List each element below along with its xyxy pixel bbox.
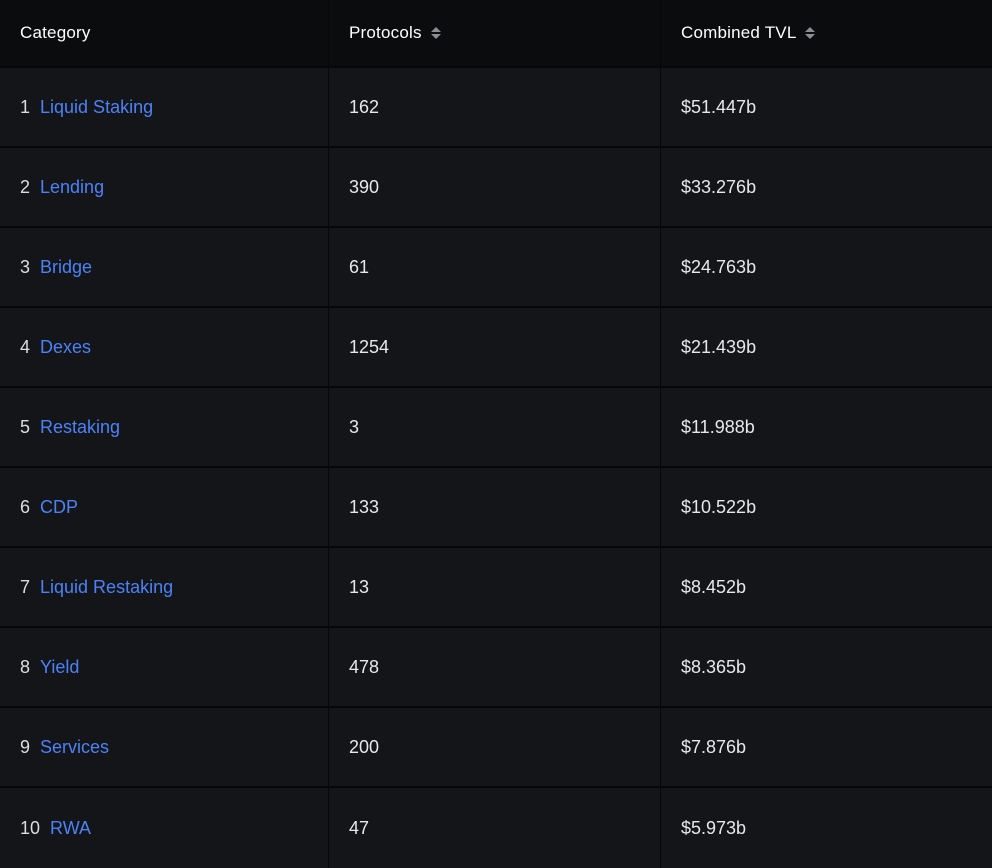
protocols-cell: 1254 — [328, 308, 660, 386]
category-cell: 6 CDP — [0, 468, 328, 546]
sort-icon — [805, 27, 816, 39]
row-rank: 10 — [20, 817, 41, 838]
category-cell: 7 Liquid Restaking — [0, 548, 328, 626]
protocols-cell: 162 — [328, 68, 660, 146]
protocols-cell: 47 — [328, 788, 660, 868]
table-row: 1 Liquid Staking 162 $51.447b — [0, 68, 992, 148]
category-link[interactable]: CDP — [40, 496, 79, 517]
category-link[interactable]: Dexes — [40, 336, 92, 357]
table-row: 6 CDP 133 $10.522b — [0, 468, 992, 548]
category-link[interactable]: Lending — [40, 176, 105, 197]
category-cell: 3 Bridge — [0, 228, 328, 306]
protocols-cell: 61 — [328, 228, 660, 306]
table-row: 4 Dexes 1254 $21.439b — [0, 308, 992, 388]
category-cell: 8 Yield — [0, 628, 328, 706]
table-row: 9 Services 200 $7.876b — [0, 708, 992, 788]
table-row: 7 Liquid Restaking 13 $8.452b — [0, 548, 992, 628]
combined-tvl-cell: $51.447b — [660, 68, 992, 146]
column-header-combined-tvl[interactable]: Combined TVL — [660, 0, 992, 66]
category-link[interactable]: Liquid Restaking — [40, 576, 174, 597]
protocols-cell: 478 — [328, 628, 660, 706]
combined-tvl-cell: $10.522b — [660, 468, 992, 546]
protocols-cell: 3 — [328, 388, 660, 466]
column-header-combined-tvl-label: Combined TVL — [681, 23, 797, 42]
category-cell: 10 RWA — [0, 788, 328, 868]
row-rank: 7 — [20, 576, 31, 597]
row-rank: 6 — [20, 496, 31, 517]
row-rank: 1 — [20, 96, 31, 117]
column-header-protocols-label: Protocols — [349, 23, 422, 42]
protocols-cell: 13 — [328, 548, 660, 626]
combined-tvl-cell: $33.276b — [660, 148, 992, 226]
combined-tvl-cell: $8.452b — [660, 548, 992, 626]
protocols-cell: 390 — [328, 148, 660, 226]
category-link[interactable]: Yield — [40, 656, 80, 677]
category-cell: 1 Liquid Staking — [0, 68, 328, 146]
table-row: 8 Yield 478 $8.365b — [0, 628, 992, 708]
category-cell: 4 Dexes — [0, 308, 328, 386]
column-header-category-label: Category — [20, 23, 91, 42]
row-rank: 3 — [20, 256, 31, 277]
column-header-protocols[interactable]: Protocols — [328, 0, 660, 66]
row-rank: 4 — [20, 336, 31, 357]
row-rank: 8 — [20, 656, 31, 677]
combined-tvl-cell: $5.973b — [660, 788, 992, 868]
table-row: 2 Lending 390 $33.276b — [0, 148, 992, 228]
category-cell: 2 Lending — [0, 148, 328, 226]
category-link[interactable]: Liquid Staking — [40, 96, 154, 117]
table-header-row: Category Protocols Combined TVL — [0, 0, 992, 68]
column-header-category: Category — [0, 0, 328, 66]
row-rank: 5 — [20, 416, 31, 437]
protocols-cell: 133 — [328, 468, 660, 546]
table-row: 3 Bridge 61 $24.763b — [0, 228, 992, 308]
category-cell: 5 Restaking — [0, 388, 328, 466]
category-link[interactable]: RWA — [50, 817, 92, 838]
row-rank: 9 — [20, 736, 31, 757]
combined-tvl-cell: $11.988b — [660, 388, 992, 466]
category-link[interactable]: Bridge — [40, 256, 93, 277]
row-rank: 2 — [20, 176, 31, 197]
sort-icon — [430, 27, 441, 39]
category-link[interactable]: Services — [40, 736, 110, 757]
category-cell: 9 Services — [0, 708, 328, 786]
table-row: 10 RWA 47 $5.973b — [0, 788, 992, 868]
protocols-cell: 200 — [328, 708, 660, 786]
combined-tvl-cell: $21.439b — [660, 308, 992, 386]
combined-tvl-cell: $8.365b — [660, 628, 992, 706]
combined-tvl-cell: $24.763b — [660, 228, 992, 306]
combined-tvl-cell: $7.876b — [660, 708, 992, 786]
category-link[interactable]: Restaking — [40, 416, 121, 437]
table-row: 5 Restaking 3 $11.988b — [0, 388, 992, 468]
